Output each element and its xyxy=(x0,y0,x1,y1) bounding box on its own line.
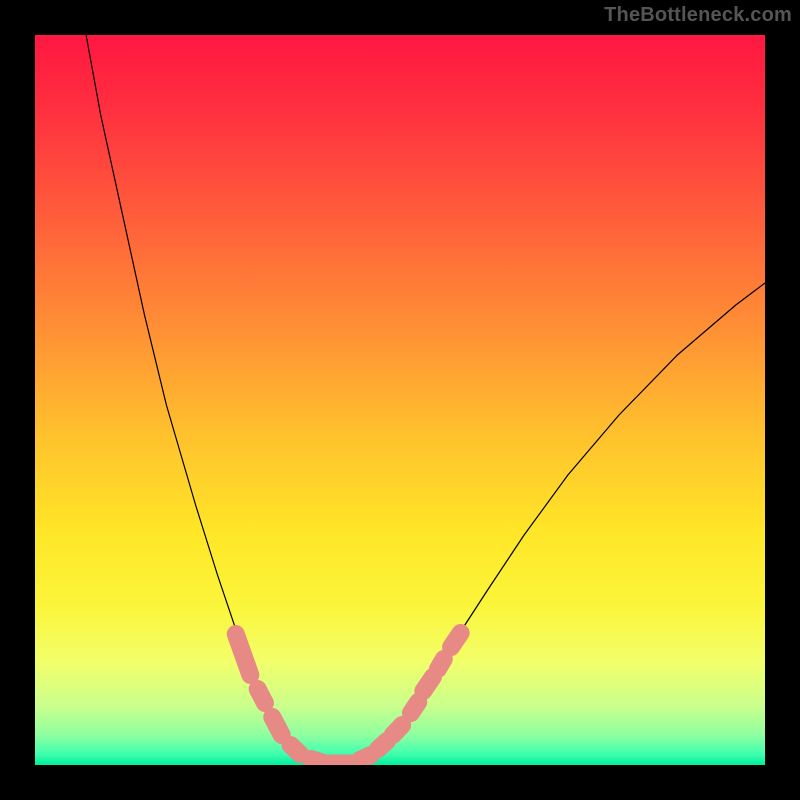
gradient-background xyxy=(35,35,765,765)
chart-frame: TheBottleneck.com xyxy=(0,0,800,800)
marker-capsule xyxy=(393,725,402,735)
marker-capsule xyxy=(258,689,265,703)
marker-capsule xyxy=(451,633,460,647)
bottleneck-chart xyxy=(35,35,765,765)
marker-capsule xyxy=(423,677,432,691)
marker-capsule xyxy=(360,755,371,760)
marker-capsule xyxy=(411,702,418,713)
marker-capsule xyxy=(291,745,300,754)
marker-capsule xyxy=(378,741,387,749)
marker-capsule xyxy=(438,659,444,669)
marker-capsule xyxy=(272,717,281,735)
watermark-label: TheBottleneck.com xyxy=(604,4,792,27)
